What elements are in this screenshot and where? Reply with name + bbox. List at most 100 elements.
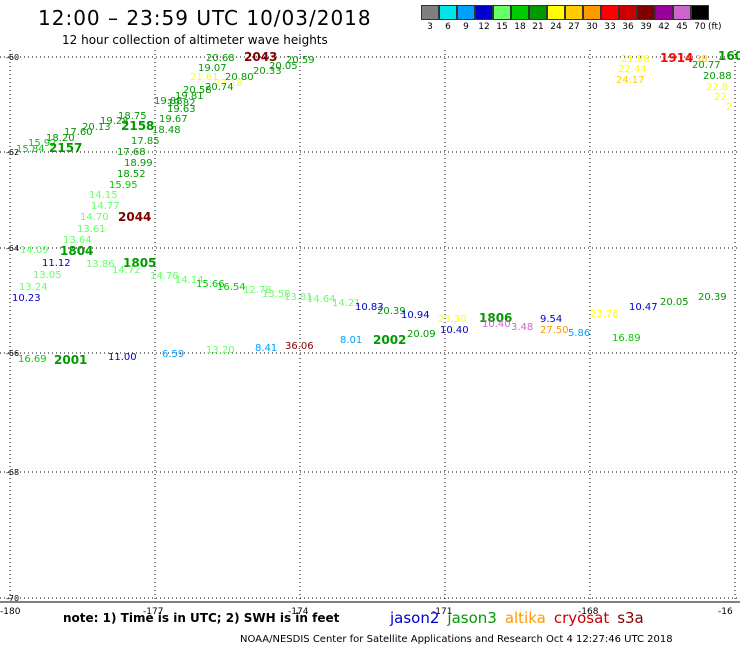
color-swatch bbox=[691, 5, 709, 20]
wave-height-label: 15.84 bbox=[16, 144, 45, 155]
wave-height-label: 14.76 bbox=[150, 271, 179, 282]
wave-height-label: 18.99 bbox=[124, 158, 153, 169]
wave-height-label: 22.44 bbox=[618, 64, 647, 75]
wave-height-label: 14.72 bbox=[112, 265, 141, 276]
wave-height-label: 10.47 bbox=[629, 302, 658, 313]
wave-height-label: 18.52 bbox=[117, 169, 146, 180]
color-swatch bbox=[493, 5, 511, 20]
wave-height-label: 13.86 bbox=[86, 259, 115, 270]
color-scale-tick: 21 bbox=[532, 22, 544, 32]
observation-time-label: 2157 bbox=[49, 141, 82, 155]
color-swatch bbox=[439, 5, 457, 20]
wave-height-label: 13.61 bbox=[77, 224, 106, 235]
wave-height-label: 10.94 bbox=[401, 310, 430, 321]
wave-height-label: 8.01 bbox=[340, 335, 362, 346]
wave-height-label: 18.20 bbox=[46, 133, 75, 144]
wave-height-label: 10.40 bbox=[482, 319, 511, 330]
latitude-tick: -62 bbox=[6, 148, 19, 157]
wave-height-color-scale bbox=[421, 5, 709, 20]
wave-height-label: 21.61 bbox=[190, 72, 219, 83]
wave-height-label: 17.85 bbox=[131, 136, 160, 147]
observation-time-label: 1804 bbox=[60, 244, 93, 258]
color-scale-tick: 27 bbox=[568, 22, 580, 32]
wave-height-label: 13.64 bbox=[63, 235, 92, 246]
color-swatch bbox=[421, 5, 439, 20]
latitude-tick: -68 bbox=[6, 468, 19, 477]
wave-height-label: 20.77 bbox=[692, 60, 721, 71]
wave-height-label: 13.81 bbox=[284, 292, 313, 303]
latitude-tick: -60 bbox=[6, 53, 19, 62]
color-scale-tick: 39 bbox=[640, 22, 652, 32]
wave-height-label: 16.89 bbox=[612, 333, 641, 344]
wave-height-label: 17.68 bbox=[117, 147, 146, 158]
wave-height-label: 19.63 bbox=[167, 104, 196, 115]
wave-height-label: 11.12 bbox=[42, 258, 71, 269]
color-swatch bbox=[547, 5, 565, 20]
wave-height-label: 14.09 bbox=[20, 245, 49, 256]
wave-height-label: 15.95 bbox=[109, 180, 138, 191]
wave-height-label: 20.68 bbox=[206, 53, 235, 64]
color-scale-tick: 15 bbox=[496, 22, 508, 32]
footer-note: note: 1) Time is in UTC; 2) SWH is in fe… bbox=[63, 611, 340, 625]
wave-height-label: 13.20 bbox=[206, 345, 235, 356]
color-scale-tick: 24 bbox=[550, 22, 562, 32]
observation-time-label: 1914 bbox=[660, 51, 693, 65]
wave-height-label: 6.59 bbox=[162, 349, 184, 360]
color-swatch bbox=[475, 5, 493, 20]
latitude-tick: -70 bbox=[6, 594, 19, 603]
wave-height-label: 16.69 bbox=[18, 354, 47, 365]
wave-height-label: 16.54 bbox=[217, 282, 246, 293]
wave-height-label: 38 bbox=[695, 54, 708, 65]
color-swatch bbox=[511, 5, 529, 20]
wave-height-label: 8.41 bbox=[255, 343, 277, 354]
color-scale-tick: 45 bbox=[676, 22, 688, 32]
observation-time-label: 2158 bbox=[121, 119, 154, 133]
satellite-cryosat: cryosat bbox=[553, 609, 610, 627]
wave-height-label: 23.30 bbox=[438, 314, 467, 325]
color-swatch bbox=[583, 5, 601, 20]
satellite-jason3: jason3 bbox=[447, 609, 497, 627]
wave-height-label: 19.07 bbox=[198, 63, 227, 74]
map-title: 12:00 – 23:59 UTC 10/03/2018 bbox=[38, 6, 372, 30]
wave-height-label: 20.13 bbox=[82, 122, 111, 133]
wave-height-label: 23.76 bbox=[590, 309, 619, 320]
color-scale-tick: 6 bbox=[445, 22, 451, 32]
wave-height-label: 14.77 bbox=[91, 201, 120, 212]
observation-time-label: 2044 bbox=[118, 210, 151, 224]
color-scale-tick: 9 bbox=[463, 22, 469, 32]
axis-labels: -180 -177 -174 -171 -168 -16 -60 -62 -64 -66 -68 -7… bbox=[0, 53, 733, 617]
color-scale-tick: 12 bbox=[478, 22, 490, 32]
observation-time-label: 2043 bbox=[244, 50, 277, 64]
longitude-tick: -168 bbox=[578, 607, 599, 617]
wave-height-label: 36.06 bbox=[285, 341, 314, 352]
wave-height-label: 14.21 bbox=[332, 298, 361, 309]
wave-height-label: 24.17 bbox=[616, 75, 645, 86]
color-swatch bbox=[619, 5, 637, 20]
wave-height-label: 20.09 bbox=[407, 329, 436, 340]
wave-height-label: 20.88 bbox=[703, 71, 732, 82]
wave-height-label: 3.48 bbox=[511, 322, 533, 333]
wave-height-label: 14.64 bbox=[307, 294, 336, 305]
wave-height-label: 21.88 bbox=[621, 54, 650, 65]
longitude-tick: -180 bbox=[0, 607, 21, 617]
color-scale-tick: 70 bbox=[694, 22, 706, 32]
wave-height-label: 19.67 bbox=[159, 114, 188, 125]
wave-height-label: 5.86 bbox=[568, 328, 590, 339]
wave-height-label: 2 bbox=[726, 102, 732, 113]
color-swatch bbox=[673, 5, 691, 20]
wave-height-label: 13.24 bbox=[19, 282, 48, 293]
wave-height-label: 15.92 bbox=[28, 138, 57, 149]
map-grid bbox=[0, 50, 740, 603]
wave-height-label: 20.39 bbox=[698, 292, 727, 303]
color-swatch bbox=[457, 5, 475, 20]
wave-height-label: 9.54 bbox=[540, 314, 562, 325]
color-swatch bbox=[529, 5, 547, 20]
wave-height-label: 10.40 bbox=[440, 325, 469, 336]
satellite-s3a: s3a bbox=[617, 609, 644, 627]
wave-height-label: 17.60 bbox=[64, 127, 93, 138]
wave-height-label: 14.14 bbox=[175, 275, 204, 286]
wave-height-label: 19.81 bbox=[175, 91, 204, 102]
latitude-tick: -66 bbox=[6, 349, 19, 358]
color-scale-tick: 33 bbox=[604, 22, 616, 32]
